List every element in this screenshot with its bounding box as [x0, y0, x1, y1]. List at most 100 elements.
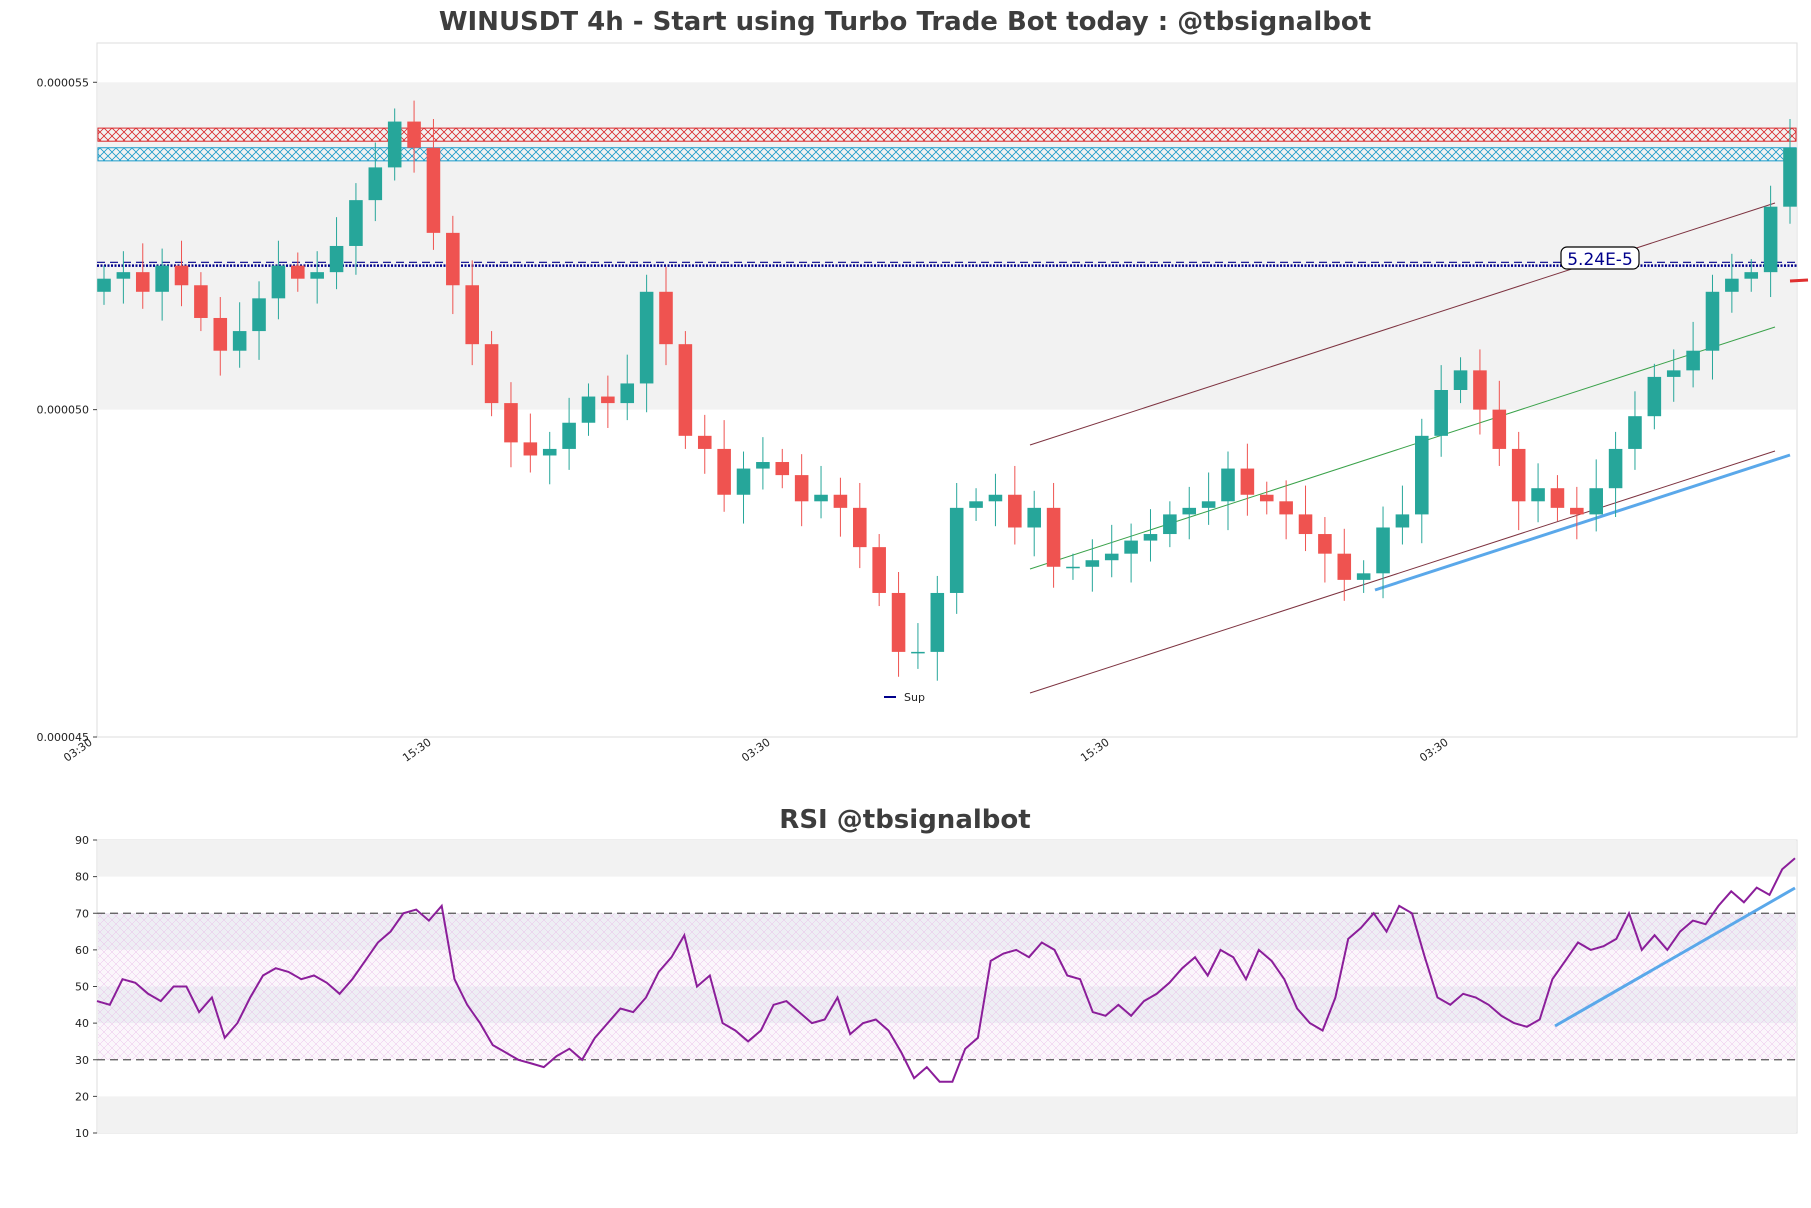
rsi-reference-lines	[97, 912, 1797, 1061]
rsi-chart-title: RSI @tbsignalbot	[779, 805, 1030, 835]
rsi-y-tick-label: 80	[75, 871, 89, 884]
channel-middle-line	[1029, 326, 1776, 570]
candle-body	[1492, 409, 1507, 449]
candle-body	[523, 442, 538, 456]
price-trend-line	[1374, 453, 1791, 592]
price-x-tick-label: 15:30	[1078, 736, 1111, 765]
candle-body	[484, 344, 499, 404]
candle-body	[1434, 390, 1448, 436]
candle-body	[1550, 488, 1565, 508]
candle-body	[1182, 507, 1197, 515]
candle-body	[1221, 468, 1235, 502]
candle-body	[1570, 507, 1584, 515]
candle-body	[775, 462, 790, 476]
candle-body	[1356, 573, 1371, 580]
candle-body	[1608, 448, 1623, 489]
candle-body	[930, 592, 945, 652]
candle-body	[639, 291, 654, 384]
candle-body	[1240, 468, 1255, 495]
candle-body	[1085, 560, 1100, 567]
rsi-y-tick-label: 20	[75, 1090, 89, 1103]
candle-body	[1725, 278, 1739, 292]
candle-body	[310, 272, 324, 279]
candles-group	[97, 100, 1797, 681]
candle-body	[659, 291, 673, 345]
candle-body	[736, 468, 751, 495]
legend-sup-label: Sup	[904, 691, 925, 704]
candle-body	[232, 331, 247, 351]
candle-body	[1628, 416, 1642, 449]
price-y-tick-label: 0.000055	[37, 76, 90, 89]
last-price-marker	[1789, 278, 1809, 283]
price-y-tick-label: 0.000045	[37, 731, 90, 744]
candle-body	[1705, 291, 1720, 351]
candle-body	[135, 272, 150, 292]
rsi-y-tick-label: 40	[75, 1017, 89, 1030]
price-x-tick-label: 03:30	[739, 736, 772, 765]
candle-body	[1511, 448, 1526, 502]
price-y-axis: 0.000045 0.000050 0.000055	[37, 76, 97, 744]
candle-body	[1763, 206, 1778, 273]
candle-body	[1473, 370, 1487, 410]
price-legend: Sup	[884, 691, 925, 704]
candle-body	[1143, 534, 1158, 541]
candle-body	[1337, 553, 1352, 580]
candle-body	[407, 121, 421, 148]
candle-body	[1415, 435, 1429, 515]
rsi-y-axis: 10 20 30 40 50 60 70 80 90	[75, 834, 97, 1140]
price-chart-title: WINUSDT 4h - Start using Turbo Trade Bot…	[439, 7, 1371, 37]
candle-body	[1259, 494, 1274, 502]
rsi-band-bottom	[98, 1096, 1796, 1133]
candle-body	[1744, 272, 1759, 279]
price-x-tick-label: 15:30	[400, 736, 433, 765]
rsi-band-top	[98, 840, 1796, 877]
candle-body	[1124, 540, 1138, 554]
candle-body	[1104, 553, 1119, 561]
candle-body	[814, 494, 828, 502]
candle-body	[542, 448, 557, 456]
candle-body	[446, 232, 460, 286]
price-x-axis: 03:30 15:30 03:30 15:30 03:30	[61, 736, 1450, 765]
candle-body	[620, 383, 635, 404]
resistance-zone-red	[97, 127, 1797, 142]
candle-body	[717, 448, 731, 495]
rsi-line	[96, 857, 1796, 1083]
candle-body	[387, 121, 402, 168]
candle-body	[426, 147, 441, 233]
candle-body	[1201, 501, 1216, 508]
candle-body	[465, 285, 479, 345]
candle-body	[988, 494, 1003, 502]
candle-body	[349, 200, 363, 246]
candle-body	[97, 278, 111, 292]
rsi-y-tick-label: 10	[75, 1127, 89, 1140]
candle-body	[697, 435, 712, 449]
candle-body	[581, 396, 596, 423]
candle-body	[1453, 370, 1468, 390]
rsi-y-tick-label: 70	[75, 907, 89, 920]
candle-body	[1298, 514, 1313, 535]
price-y-tick-label: 0.000050	[37, 404, 90, 417]
candle-body	[174, 265, 189, 286]
candle-body	[1066, 566, 1080, 569]
price-label-box: 5.24E-5	[1560, 246, 1640, 270]
candle-body	[155, 265, 169, 292]
rsi-bands	[98, 840, 1796, 1133]
resistance-zone-blue	[97, 147, 1797, 162]
candle-body	[911, 651, 925, 654]
rsi-band-hatch	[98, 913, 1796, 1060]
rsi-trend-line	[1554, 886, 1796, 1028]
candle-body	[116, 272, 131, 279]
candle-body	[271, 265, 286, 299]
candle-body	[891, 592, 906, 652]
candle-body	[872, 547, 886, 593]
candle-body	[678, 344, 693, 436]
candle-body	[562, 422, 576, 449]
candle-body	[368, 167, 383, 201]
candle-body	[756, 462, 770, 469]
candle-body	[833, 494, 848, 508]
candle-body	[1395, 514, 1410, 528]
rsi-y-tick-label: 90	[75, 834, 89, 847]
candle-body	[1666, 370, 1681, 377]
candle-body	[194, 285, 208, 318]
candle-body	[1647, 376, 1662, 417]
